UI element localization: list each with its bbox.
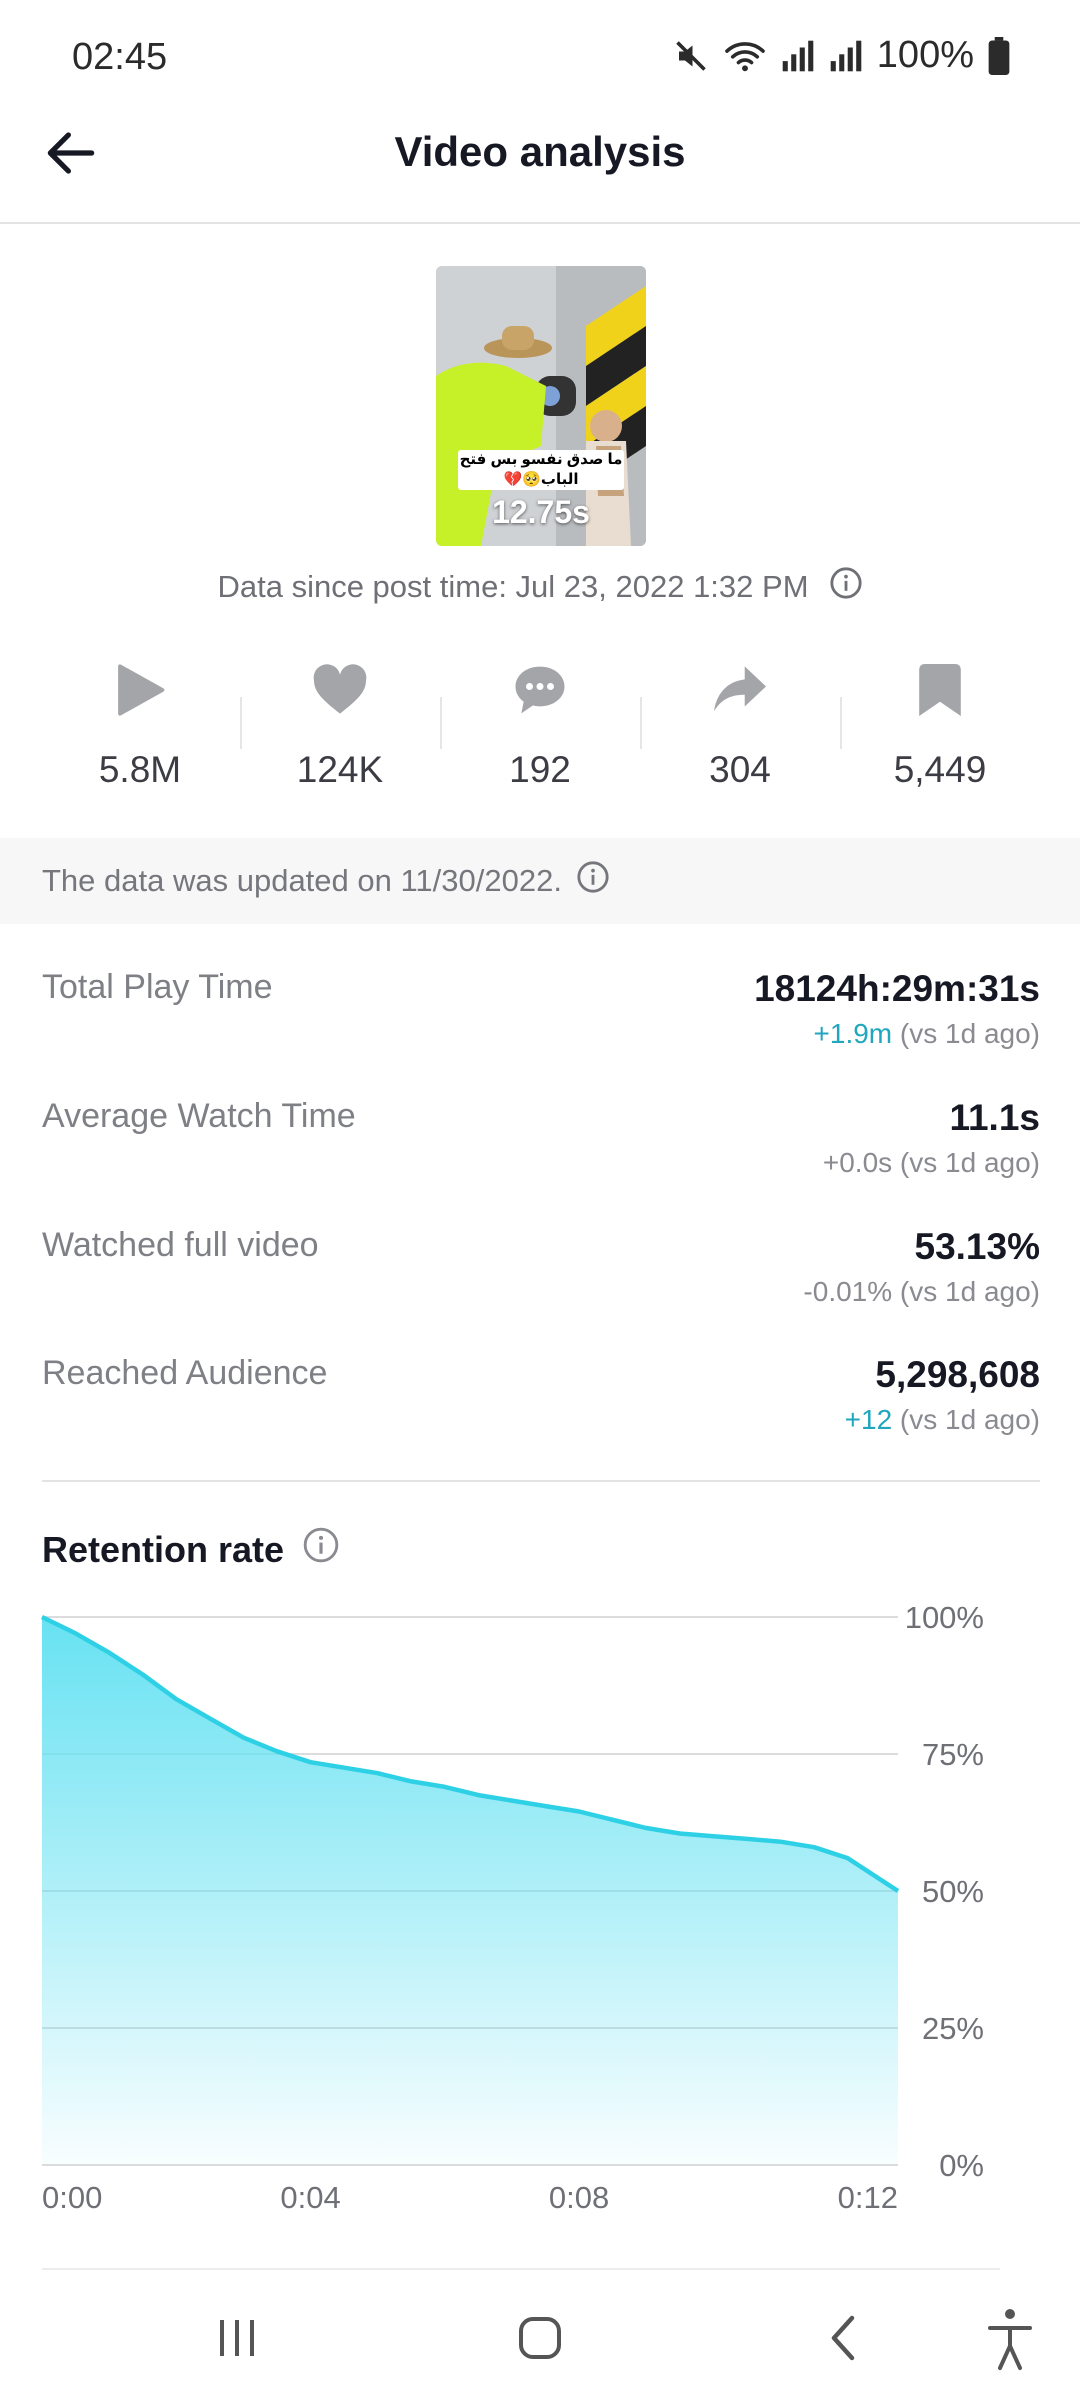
home-icon[interactable] [519, 2317, 561, 2359]
info-icon[interactable] [829, 566, 863, 608]
x-tick-label: 0:00 [42, 2180, 102, 2215]
heart-icon [311, 655, 369, 725]
stat-value: 5,449 [893, 749, 987, 790]
x-tick-label: 0:08 [549, 2180, 609, 2215]
metric-label: Watched full video [42, 1226, 319, 1264]
status-time: 02:45 [72, 36, 168, 78]
retention-title-text: Retention rate [42, 1528, 285, 1570]
wifi-icon [723, 38, 767, 74]
x-tick-label: 0:12 [838, 2180, 898, 2215]
metric-value: 5,298,608 [875, 1354, 1040, 1395]
page-title: Video analysis [394, 128, 686, 175]
y-tick-label: 50% [922, 1874, 984, 1909]
metric-delta: +0.0s (vs 1d ago) [823, 1147, 1040, 1179]
header-divider [0, 222, 1080, 224]
arrow-left-icon [47, 132, 95, 174]
stat-value: 304 [709, 749, 771, 790]
comment-icon [511, 655, 569, 725]
metric-value: 53.13% [914, 1226, 1041, 1267]
metric-watched-full-video: Watched full video 53.13% -0.01% (vs 1d … [42, 1226, 1040, 1346]
stat-value: 5.8M [98, 749, 182, 790]
share-icon [711, 655, 769, 725]
info-icon[interactable] [302, 1526, 340, 1573]
stat-likes: 124K [240, 655, 440, 805]
metric-reached-audience: Reached Audience 5,298,608 +12 (vs 1d ag… [42, 1354, 1040, 1474]
stat-value: 124K [296, 749, 384, 790]
post-time-text: Data since post time: Jul 23, 2022 1:32 … [217, 569, 809, 604]
metric-value: 11.1s [949, 1097, 1040, 1138]
metric-value: 18124h:29m:31s [754, 968, 1040, 1009]
battery-label: 100% [876, 34, 974, 76]
play-icon [115, 655, 165, 725]
y-tick-label: 25% [922, 2011, 984, 2046]
section-divider [42, 2268, 1000, 2270]
metric-average-watch-time: Average Watch Time 11.1s +0.0s (vs 1d ag… [42, 1097, 1040, 1217]
system-nav-bar [220, 2309, 1032, 2370]
metric-delta: +12 (vs 1d ago) [845, 1404, 1040, 1436]
metric-delta-value: +0.0s [822, 1147, 893, 1178]
y-tick-label: 0% [939, 2148, 984, 2183]
update-banner-text: The data was updated on 11/30/2022. [42, 863, 562, 898]
video-thumbnail[interactable]: ما صدق نفسو بس فتح الباب🥺💔 12.75s [436, 266, 646, 546]
retention-title: Retention rate [42, 1526, 340, 1573]
battery-icon [988, 36, 1010, 75]
stat-shares: 304 [640, 655, 840, 805]
bookmark-icon [919, 655, 961, 725]
metric-delta: +1.9m (vs 1d ago) [814, 1018, 1040, 1050]
retention-area [42, 1617, 898, 2165]
stat-favorites: 5,449 [840, 655, 1040, 805]
back-button[interactable] [40, 122, 102, 184]
metric-delta-value: +1.9m [813, 1018, 893, 1049]
y-tick-label: 100% [905, 1600, 984, 1635]
metric-delta-value: +12 [844, 1404, 893, 1435]
metric-label: Average Watch Time [42, 1097, 356, 1135]
metric-label: Total Play Time [42, 968, 273, 1006]
retention-chart: 100% 75% 50% 25% 0% 0:00 0:04 0:08 0:12 [41, 1600, 984, 2215]
x-tick-label: 0:04 [280, 2180, 340, 2215]
metric-delta-suffix: (vs 1d ago) [892, 1404, 1040, 1435]
signal-icon [829, 39, 863, 73]
thumbnail-image [436, 266, 646, 546]
engagement-stats: 5.8M 124K 192 304 5,449 [40, 655, 1040, 805]
video-caption: ما صدق نفسو بس فتح الباب🥺💔 [458, 450, 624, 490]
status-icons: 100% [673, 34, 1010, 77]
metric-delta: -0.01% (vs 1d ago) [803, 1276, 1040, 1308]
post-time-row: Data since post time: Jul 23, 2022 1:32 … [0, 566, 1080, 608]
stat-comments: 192 [440, 655, 640, 805]
video-duration: 12.75s [492, 494, 590, 530]
stat-views: 5.8M [40, 655, 240, 805]
metric-label: Reached Audience [42, 1354, 328, 1392]
recents-icon[interactable] [220, 2320, 254, 2356]
metric-delta-value: -0.01% [803, 1276, 893, 1307]
retention-line [41, 1614, 900, 1893]
info-icon[interactable] [576, 860, 610, 902]
back-icon[interactable] [831, 2315, 855, 2361]
metric-total-play-time: Total Play Time 18124h:29m:31s +1.9m (vs… [42, 968, 1040, 1088]
metric-delta-suffix: (vs 1d ago) [892, 1276, 1040, 1307]
y-tick-label: 75% [922, 1737, 984, 1772]
metrics-divider [42, 1480, 1040, 1482]
accessibility-icon[interactable] [988, 2309, 1032, 2370]
mute-icon [673, 38, 709, 74]
metric-delta-suffix: (vs 1d ago) [892, 1018, 1040, 1049]
signal-icon [781, 39, 815, 73]
metric-delta-suffix: (vs 1d ago) [892, 1147, 1040, 1178]
update-banner: The data was updated on 11/30/2022. [0, 838, 1080, 924]
stat-value: 192 [509, 749, 571, 790]
